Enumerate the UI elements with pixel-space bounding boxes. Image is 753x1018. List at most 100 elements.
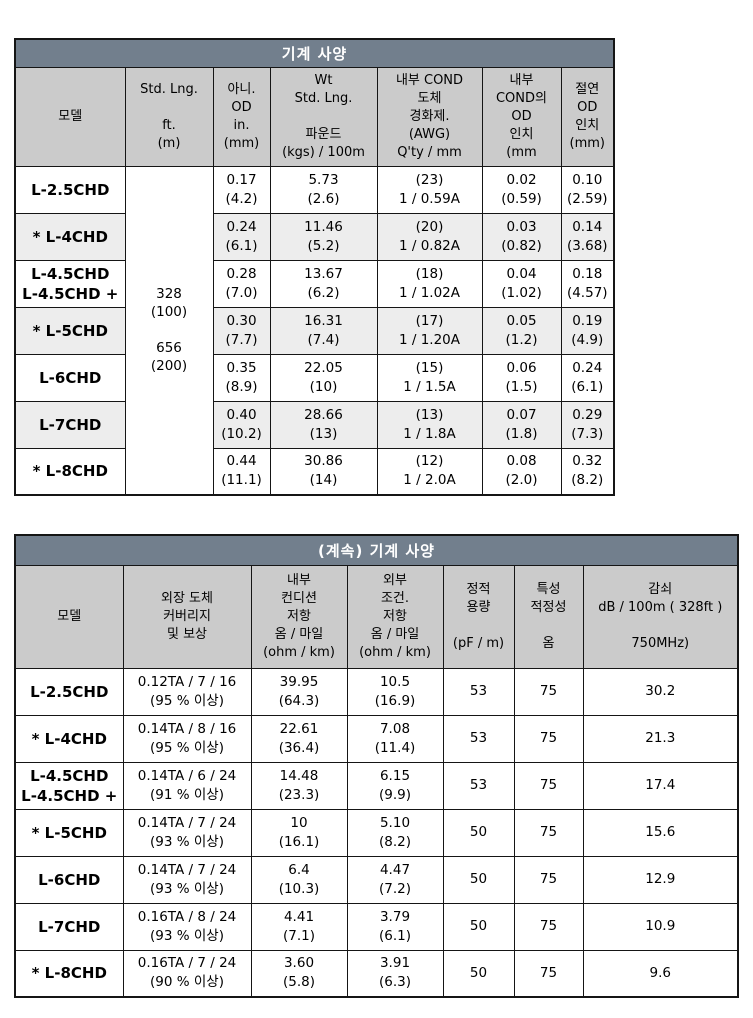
shield-cell: 0.16TA / 7 / 24 (90 % 이상) — [122, 949, 252, 998]
attenuation-cell: 12.9 — [582, 855, 739, 904]
table-row: * L-4CHD 0.14TA / 8 / 16 (95 % 이상) 22.61… — [14, 714, 739, 763]
table-row: L-7CHD 0.40 (10.2) 28.66 (13) (13) 1 / 1… — [14, 400, 615, 449]
od-cell: 0.28 (7.0) — [212, 259, 271, 308]
insulation-od-cell: 0.18 (4.57) — [560, 259, 615, 308]
model-cell: L-6CHD — [14, 353, 126, 402]
weight-cell: 16.31 (7.4) — [269, 306, 378, 355]
model-cell: * L-5CHD — [14, 306, 126, 355]
model-cell: L-6CHD — [14, 855, 124, 904]
table2-title: (계속) 기계 사양 — [14, 534, 739, 566]
conductor-cell: (12) 1 / 2.0A — [376, 447, 483, 496]
table-row: L-7CHD 0.16TA / 8 / 24 (93 % 이상) 4.41 (7… — [14, 902, 739, 951]
header-inner-conductor: 내부 COND 도체 경화제. (AWG) Q'ty / mm — [376, 66, 483, 167]
inner-resistance-cell: 14.48 (23.3) — [250, 761, 348, 810]
conductor-od-cell: 0.05 (1.2) — [481, 306, 562, 355]
table1-title-row: 기계 사양 — [14, 38, 615, 68]
table-row: L-6CHD 0.14TA / 7 / 24 (93 % 이상) 6.4 (10… — [14, 855, 739, 904]
impedance-cell: 75 — [513, 949, 584, 998]
outer-resistance-cell: 10.5 (16.9) — [346, 667, 444, 716]
insulation-od-cell: 0.10 (2.59) — [560, 165, 615, 214]
impedance-cell: 75 — [513, 902, 584, 951]
attenuation-cell: 15.6 — [582, 808, 739, 857]
model-cell: L-7CHD — [14, 400, 126, 449]
outer-resistance-cell: 5.10 (8.2) — [346, 808, 444, 857]
capacitance-cell: 50 — [442, 902, 515, 951]
inner-resistance-cell: 10 (16.1) — [250, 808, 348, 857]
capacitance-cell: 53 — [442, 761, 515, 810]
attenuation-cell: 9.6 — [582, 949, 739, 998]
inner-resistance-cell: 39.95 (64.3) — [250, 667, 348, 716]
model-cell: L-4.5CHD L-4.5CHD + — [14, 259, 126, 308]
table-row: L-6CHD 0.35 (8.9) 22.05 (10) (15) 1 / 1.… — [14, 353, 615, 402]
capacitance-cell: 53 — [442, 667, 515, 716]
conductor-cell: (23) 1 / 0.59A — [376, 165, 483, 214]
conductor-cell: (20) 1 / 0.82A — [376, 212, 483, 261]
shield-cell: 0.14TA / 7 / 24 (93 % 이상) — [122, 808, 252, 857]
table-row: * L-5CHD 0.14TA / 7 / 24 (93 % 이상) 10 (1… — [14, 808, 739, 857]
weight-cell: 22.05 (10) — [269, 353, 378, 402]
capacitance-cell: 50 — [442, 808, 515, 857]
inner-resistance-cell: 22.61 (36.4) — [250, 714, 348, 763]
shield-cell: 0.12TA / 7 / 16 (95 % 이상) — [122, 667, 252, 716]
header-outer-resistance: 외부 조건. 저항 옴 / 마일 (ohm / km) — [346, 564, 444, 669]
impedance-cell: 75 — [513, 714, 584, 763]
model-cell: L-4.5CHD L-4.5CHD + — [14, 761, 124, 810]
insulation-od-cell: 0.32 (8.2) — [560, 447, 615, 496]
outer-resistance-cell: 3.79 (6.1) — [346, 902, 444, 951]
table-row: * L-8CHD 0.44 (11.1) 30.86 (14) (12) 1 /… — [14, 447, 615, 496]
shield-cell: 0.16TA / 8 / 24 (93 % 이상) — [122, 902, 252, 951]
od-cell: 0.24 (6.1) — [212, 212, 271, 261]
inner-resistance-cell: 4.41 (7.1) — [250, 902, 348, 951]
outer-resistance-cell: 7.08 (11.4) — [346, 714, 444, 763]
weight-cell: 11.46 (5.2) — [269, 212, 378, 261]
od-cell: 0.17 (4.2) — [212, 165, 271, 214]
od-cell: 0.35 (8.9) — [212, 353, 271, 402]
impedance-cell: 75 — [513, 808, 584, 857]
attenuation-cell: 30.2 — [582, 667, 739, 716]
outer-resistance-cell: 3.91 (6.3) — [346, 949, 444, 998]
header-nom-od: 아니. OD in. (mm) — [212, 66, 271, 167]
insulation-od-cell: 0.29 (7.3) — [560, 400, 615, 449]
model-cell: L-2.5CHD — [14, 667, 124, 716]
insulation-od-cell: 0.24 (6.1) — [560, 353, 615, 402]
conductor-cell: (17) 1 / 1.20A — [376, 306, 483, 355]
table-row: L-4.5CHD L-4.5CHD + 0.28 (7.0) 13.67 (6.… — [14, 259, 615, 308]
conductor-od-cell: 0.08 (2.0) — [481, 447, 562, 496]
table2-header-row: 모델 외장 도체 커버리지 및 보상 내부 컨디션 저항 옴 / 마일 (ohm… — [14, 564, 739, 669]
capacitance-cell: 50 — [442, 855, 515, 904]
model-cell: * L-4CHD — [14, 212, 126, 261]
od-cell: 0.40 (10.2) — [212, 400, 271, 449]
table-row: * L-4CHD 0.24 (6.1) 11.46 (5.2) (20) 1 /… — [14, 212, 615, 261]
mechanical-spec-table-continued: (계속) 기계 사양 모델 외장 도체 커버리지 및 보상 내부 컨디션 저항 … — [14, 534, 740, 998]
model-cell: L-7CHD — [14, 902, 124, 951]
header-std-length: Std. Lng. ft. (m) — [124, 66, 214, 167]
model-cell: * L-4CHD — [14, 714, 124, 763]
conductor-cell: (15) 1 / 1.5A — [376, 353, 483, 402]
model-cell: * L-8CHD — [14, 447, 126, 496]
header-impedance: 특성 적정성 옴 — [513, 564, 584, 669]
table1-header-row: 모델 Std. Lng. ft. (m) 아니. OD in. (mm) Wt … — [14, 66, 615, 167]
weight-cell: 13.67 (6.2) — [269, 259, 378, 308]
attenuation-cell: 21.3 — [582, 714, 739, 763]
table-row: L-2.5CHD 328 (100) 656 (200) 0.17 (4.2) … — [14, 165, 615, 496]
weight-cell: 28.66 (13) — [269, 400, 378, 449]
attenuation-cell: 17.4 — [582, 761, 739, 810]
header-model: 모델 — [14, 564, 124, 669]
table-row: * L-5CHD 0.30 (7.7) 16.31 (7.4) (17) 1 /… — [14, 306, 615, 355]
table1-title: 기계 사양 — [14, 38, 615, 68]
shield-cell: 0.14TA / 8 / 16 (95 % 이상) — [122, 714, 252, 763]
capacitance-cell: 53 — [442, 714, 515, 763]
conductor-od-cell: 0.07 (1.8) — [481, 400, 562, 449]
conductor-od-cell: 0.06 (1.5) — [481, 353, 562, 402]
model-cell: * L-5CHD — [14, 808, 124, 857]
header-insulation-od: 절연 OD 인치 (mm) — [560, 66, 615, 167]
mechanical-spec-table: 기계 사양 모델 Std. Lng. ft. (m) 아니. OD in. (m… — [14, 38, 616, 496]
header-capacitance: 정적 용량 (pF / m) — [442, 564, 515, 669]
header-weight: Wt Std. Lng. 파운드 (kgs) / 100m — [269, 66, 378, 167]
weight-cell: 5.73 (2.6) — [269, 165, 378, 214]
od-cell: 0.30 (7.7) — [212, 306, 271, 355]
impedance-cell: 75 — [513, 761, 584, 810]
weight-cell: 30.86 (14) — [269, 447, 378, 496]
header-inner-conductor-od: 내부 COND의 OD 인치 (mm — [481, 66, 562, 167]
